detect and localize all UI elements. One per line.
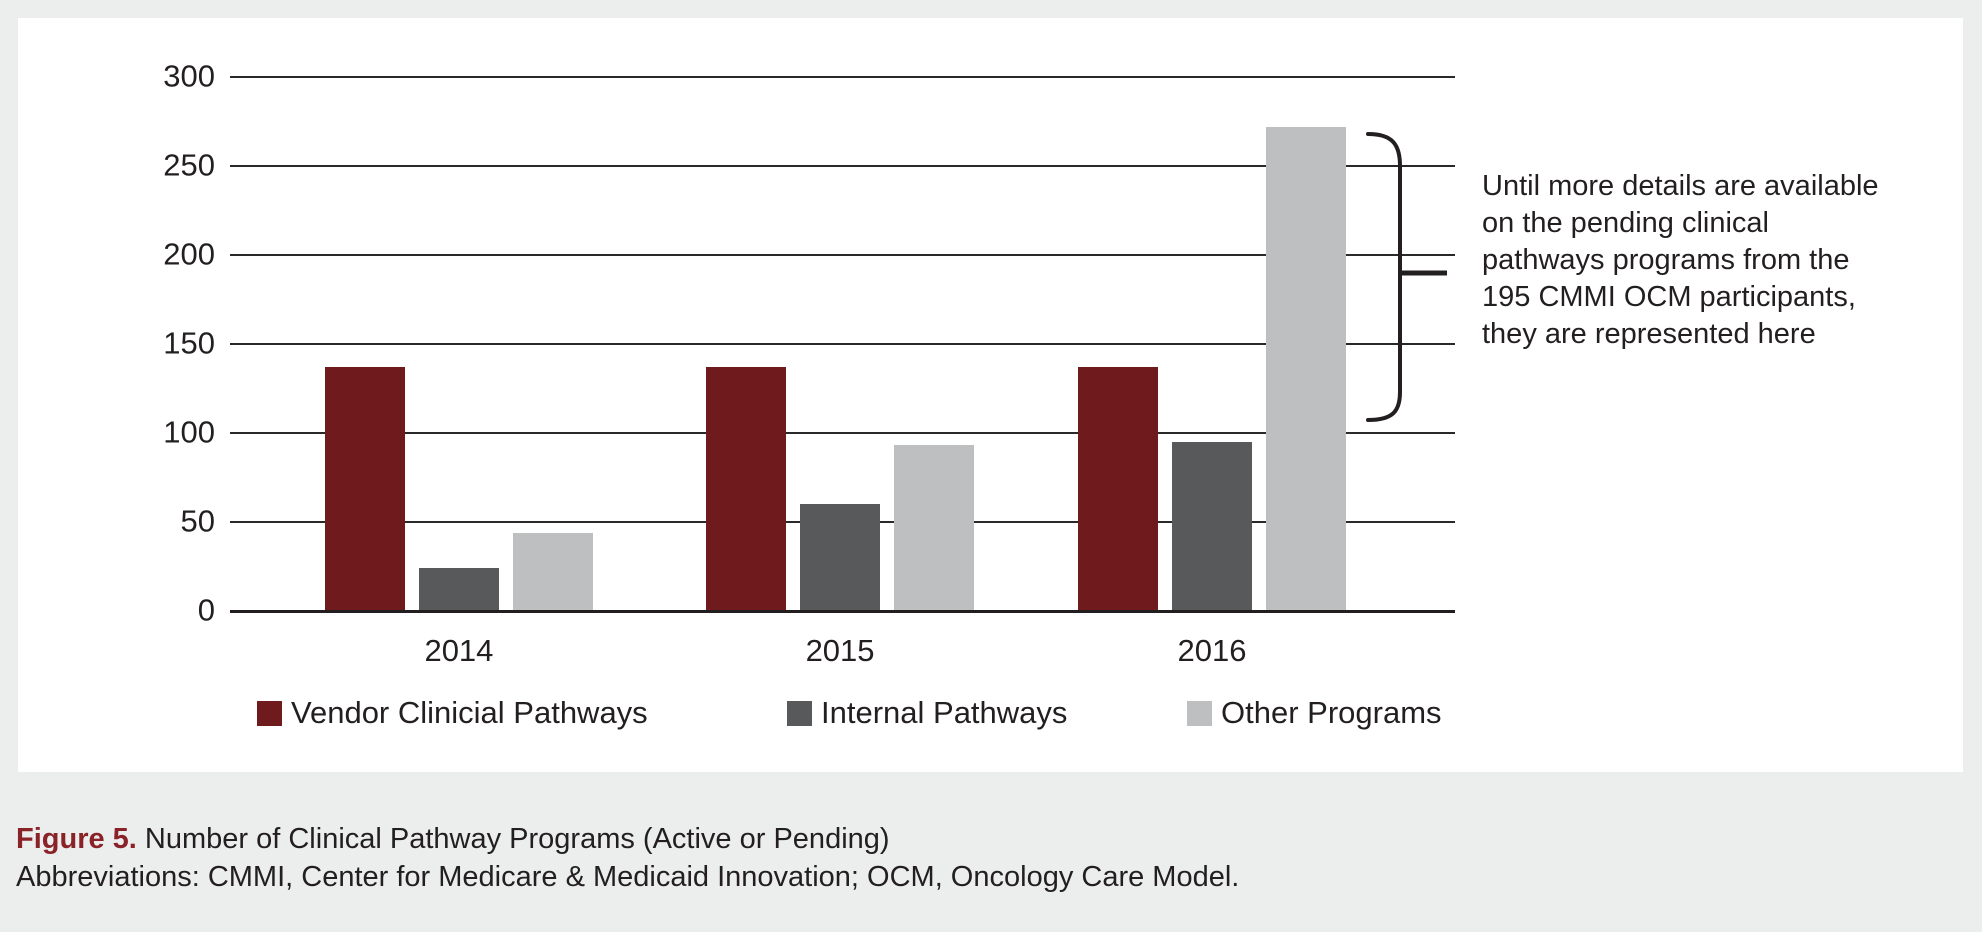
figure-title: Number of Clinical Pathway Programs (Act… — [144, 823, 890, 855]
legend-swatch-vendor — [257, 700, 282, 726]
y-tick-label-100: 100 — [163, 414, 215, 450]
bar-2016-other — [1265, 126, 1346, 611]
legend: Vendor Clinicial Pathways Internal Pathwa… — [18, 694, 1963, 734]
gridline-0 — [230, 610, 1455, 613]
legend-label-other: Other Programs — [1221, 695, 1442, 730]
legend-item-vendor: Vendor Clinicial Pathways — [257, 694, 648, 732]
legend-swatch-other — [1187, 700, 1212, 726]
y-axis-labels: 300 250 200 150 100 50 0 — [58, 58, 215, 627]
legend-swatch-internal — [787, 700, 812, 726]
caption-line-1: Figure 5. Number of Clinical Pathway Pro… — [16, 820, 1239, 858]
gridline-300 — [230, 76, 1455, 78]
bar-group-2014 — [324, 77, 593, 611]
annotation-text: Until more details are available on the … — [1482, 170, 1879, 350]
figure-caption: Figure 5. Number of Clinical Pathway Pro… — [16, 820, 1239, 896]
y-tick-label-50: 50 — [180, 503, 215, 539]
bar-2014-vendor — [324, 367, 405, 611]
legend-label-vendor: Vendor Clinicial Pathways — [291, 695, 648, 730]
plot-area — [230, 76, 1455, 613]
gridline-100 — [230, 432, 1455, 434]
bar-2015-internal — [800, 504, 881, 611]
y-tick-label-150: 150 — [163, 325, 215, 361]
legend-item-other: Other Programs — [1187, 694, 1442, 732]
bar-group-2015 — [706, 77, 975, 611]
bar-2015-vendor — [706, 367, 787, 611]
x-label-2014: 2014 — [424, 633, 494, 668]
y-tick-label-300: 300 — [163, 58, 215, 94]
figure-number: Figure 5. — [16, 823, 137, 855]
legend-label-internal: Internal Pathways — [821, 695, 1068, 730]
bar-2016-internal — [1171, 441, 1252, 611]
bar-2016-vendor — [1077, 367, 1158, 611]
y-tick-label-0: 0 — [197, 592, 215, 628]
bar-2014-other — [512, 532, 593, 611]
figure-abbreviations: Abbreviations: CMMI, Center for Medicare… — [16, 861, 1240, 893]
bar-group-2016 — [1077, 77, 1346, 611]
y-tick-label-250: 250 — [163, 147, 215, 183]
x-label-2016: 2016 — [1177, 633, 1247, 668]
x-label-2015: 2015 — [805, 633, 875, 668]
gridline-200 — [230, 254, 1455, 256]
bar-2014-internal — [418, 568, 499, 611]
x-axis-labels: 2014 2015 2016 — [230, 633, 1455, 675]
legend-item-internal: Internal Pathways — [787, 694, 1067, 732]
chart-panel: 300 250 200 150 100 50 0 2014 2015 2016 Vendor C… — [18, 18, 1963, 772]
bar-2015-other — [894, 445, 975, 611]
gridline-150 — [230, 343, 1455, 345]
y-tick-label-200: 200 — [163, 236, 215, 272]
gridline-250 — [230, 165, 1455, 167]
